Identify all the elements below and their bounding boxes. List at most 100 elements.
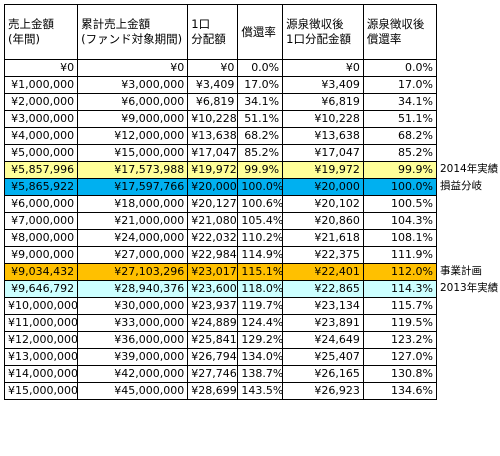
distribution-cell: ¥13,638 bbox=[187, 127, 239, 145]
cumulative-sales-cell: ¥27,103,296 bbox=[77, 263, 189, 281]
cumulative-sales-cell: ¥39,000,000 bbox=[77, 348, 189, 366]
distribution-cell: ¥0 bbox=[187, 59, 239, 77]
table-row: ¥1,000,000 ¥3,000,000 ¥3,409 17.0% ¥3,409 17.… bbox=[3, 76, 438, 94]
annual-sales-cell: ¥7,000,000 bbox=[3, 212, 79, 230]
cumulative-sales-cell: ¥45,000,000 bbox=[77, 382, 189, 400]
distribution-cell: ¥23,600 bbox=[187, 280, 239, 298]
distribution-cell: ¥17,047 bbox=[187, 144, 239, 162]
annual-sales-cell: ¥15,000,000 bbox=[3, 382, 79, 400]
after-tax-distribution-cell: ¥22,865 bbox=[282, 280, 364, 298]
table-row: ¥9,000,000 ¥27,000,000 ¥22,984 114.9% ¥22,37… bbox=[3, 246, 438, 264]
redemption-rate-cell: 138.7% bbox=[237, 365, 284, 383]
after-tax-distribution-cell: ¥20,102 bbox=[282, 195, 364, 213]
annual-sales-cell: ¥5,865,922 bbox=[3, 178, 79, 196]
distribution-cell: ¥20,000 bbox=[187, 178, 239, 196]
after-tax-rate-cell: 68.2% bbox=[362, 127, 438, 145]
after-tax-rate-cell: 130.8% bbox=[362, 365, 438, 383]
redemption-rate-cell: 118.0% bbox=[237, 280, 284, 298]
after-tax-distribution-cell: ¥21,618 bbox=[282, 229, 364, 247]
redemption-rate-cell: 114.9% bbox=[237, 246, 284, 264]
redemption-rate-cell: 99.9% bbox=[237, 161, 284, 179]
after-tax-rate-cell: 108.1% bbox=[362, 229, 438, 247]
header-after-tax-distribution: 源泉徴収後 1口分配金額 bbox=[282, 4, 364, 60]
annual-sales-cell: ¥12,000,000 bbox=[3, 331, 79, 349]
after-tax-distribution-cell: ¥22,401 bbox=[282, 263, 364, 281]
table-row: ¥8,000,000 ¥24,000,000 ¥22,032 110.2% ¥21,61… bbox=[3, 229, 438, 247]
revenue-distribution-table: 売上金額 (年間) 累計売上金額 (ファンド対象期間) 1口 分配額 償還率 源… bbox=[3, 4, 438, 400]
annual-sales-cell: ¥9,646,792 bbox=[3, 280, 79, 298]
redemption-rate-cell: 100.0% bbox=[237, 178, 284, 196]
after-tax-rate-cell: 85.2% bbox=[362, 144, 438, 162]
table-row: ¥6,000,000 ¥18,000,000 ¥20,127 100.6% ¥20,10… bbox=[3, 195, 438, 213]
after-tax-rate-cell: 51.1% bbox=[362, 110, 438, 128]
table-row: ¥5,857,996 ¥17,573,988 ¥19,972 99.9% ¥19,972… bbox=[3, 161, 438, 179]
table-row: ¥13,000,000 ¥39,000,000 ¥26,794 134.0% ¥25,4… bbox=[3, 348, 438, 366]
table-row: ¥11,000,000 ¥33,000,000 ¥24,889 124.4% ¥23,8… bbox=[3, 314, 438, 332]
after-tax-rate-cell: 119.5% bbox=[362, 314, 438, 332]
table-row: ¥10,000,000 ¥30,000,000 ¥23,937 119.7% ¥23,1… bbox=[3, 297, 438, 315]
after-tax-distribution-cell: ¥23,134 bbox=[282, 297, 364, 315]
after-tax-rate-cell: 115.7% bbox=[362, 297, 438, 315]
distribution-cell: ¥6,819 bbox=[187, 93, 239, 111]
table-row: ¥3,000,000 ¥9,000,000 ¥10,228 51.1% ¥10,228 5… bbox=[3, 110, 438, 128]
after-tax-rate-cell: 100.5% bbox=[362, 195, 438, 213]
distribution-cell: ¥27,746 bbox=[187, 365, 239, 383]
cumulative-sales-cell: ¥17,573,988 bbox=[77, 161, 189, 179]
redemption-rate-cell: 119.7% bbox=[237, 297, 284, 315]
distribution-cell: ¥10,228 bbox=[187, 110, 239, 128]
distribution-cell: ¥22,032 bbox=[187, 229, 239, 247]
redemption-rate-cell: 105.4% bbox=[237, 212, 284, 230]
table-row: ¥5,865,922 ¥17,597,766 ¥20,000 100.0% ¥20,00… bbox=[3, 178, 438, 196]
distribution-cell: ¥23,937 bbox=[187, 297, 239, 315]
annual-sales-cell: ¥10,000,000 bbox=[3, 297, 79, 315]
distribution-cell: ¥3,409 bbox=[187, 76, 239, 94]
annual-sales-cell: ¥13,000,000 bbox=[3, 348, 79, 366]
redemption-rate-cell: 115.1% bbox=[237, 263, 284, 281]
redemption-rate-cell: 85.2% bbox=[237, 144, 284, 162]
after-tax-distribution-cell: ¥23,891 bbox=[282, 314, 364, 332]
distribution-cell: ¥23,017 bbox=[187, 263, 239, 281]
after-tax-distribution-cell: ¥20,000 bbox=[282, 178, 364, 196]
cumulative-sales-cell: ¥42,000,000 bbox=[77, 365, 189, 383]
after-tax-distribution-cell: ¥19,972 bbox=[282, 161, 364, 179]
after-tax-rate-cell: 114.3% bbox=[362, 280, 438, 298]
distribution-cell: ¥22,984 bbox=[187, 246, 239, 264]
header-distribution-per-unit: 1口 分配額 bbox=[187, 4, 239, 60]
after-tax-distribution-cell: ¥10,228 bbox=[282, 110, 364, 128]
redemption-rate-cell: 124.4% bbox=[237, 314, 284, 332]
row-note: 2013年実績 bbox=[440, 282, 499, 294]
cumulative-sales-cell: ¥28,940,376 bbox=[77, 280, 189, 298]
annual-sales-cell: ¥11,000,000 bbox=[3, 314, 79, 332]
table-row: ¥2,000,000 ¥6,000,000 ¥6,819 34.1% ¥6,819 34.… bbox=[3, 93, 438, 111]
distribution-cell: ¥21,080 bbox=[187, 212, 239, 230]
redemption-rate-cell: 34.1% bbox=[237, 93, 284, 111]
redemption-rate-cell: 134.0% bbox=[237, 348, 284, 366]
table-row: ¥7,000,000 ¥21,000,000 ¥21,080 105.4% ¥20,86… bbox=[3, 212, 438, 230]
after-tax-rate-cell: 134.6% bbox=[362, 382, 438, 400]
after-tax-rate-cell: 127.0% bbox=[362, 348, 438, 366]
annual-sales-cell: ¥5,857,996 bbox=[3, 161, 79, 179]
annual-sales-cell: ¥9,034,432 bbox=[3, 263, 79, 281]
annual-sales-cell: ¥14,000,000 bbox=[3, 365, 79, 383]
table-row: ¥4,000,000 ¥12,000,000 ¥13,638 68.2% ¥13,638… bbox=[3, 127, 438, 145]
distribution-cell: ¥20,127 bbox=[187, 195, 239, 213]
cumulative-sales-cell: ¥33,000,000 bbox=[77, 314, 189, 332]
annual-sales-cell: ¥2,000,000 bbox=[3, 93, 79, 111]
annual-sales-cell: ¥5,000,000 bbox=[3, 144, 79, 162]
header-cumulative-sales: 累計売上金額 (ファンド対象期間) bbox=[77, 4, 189, 60]
after-tax-distribution-cell: ¥24,649 bbox=[282, 331, 364, 349]
annual-sales-cell: ¥6,000,000 bbox=[3, 195, 79, 213]
row-note: 2014年実績 bbox=[440, 163, 499, 175]
redemption-rate-cell: 17.0% bbox=[237, 76, 284, 94]
table-row: ¥5,000,000 ¥15,000,000 ¥17,047 85.2% ¥17,047… bbox=[3, 144, 438, 162]
cumulative-sales-cell: ¥17,597,766 bbox=[77, 178, 189, 196]
after-tax-distribution-cell: ¥26,165 bbox=[282, 365, 364, 383]
after-tax-distribution-cell: ¥0 bbox=[282, 59, 364, 77]
cumulative-sales-cell: ¥18,000,000 bbox=[77, 195, 189, 213]
after-tax-distribution-cell: ¥25,407 bbox=[282, 348, 364, 366]
cumulative-sales-cell: ¥3,000,000 bbox=[77, 76, 189, 94]
redemption-rate-cell: 68.2% bbox=[237, 127, 284, 145]
table-row: ¥12,000,000 ¥36,000,000 ¥25,841 129.2% ¥24,6… bbox=[3, 331, 438, 349]
after-tax-rate-cell: 111.9% bbox=[362, 246, 438, 264]
header-row: 売上金額 (年間) 累計売上金額 (ファンド対象期間) 1口 分配額 償還率 源… bbox=[3, 4, 438, 60]
